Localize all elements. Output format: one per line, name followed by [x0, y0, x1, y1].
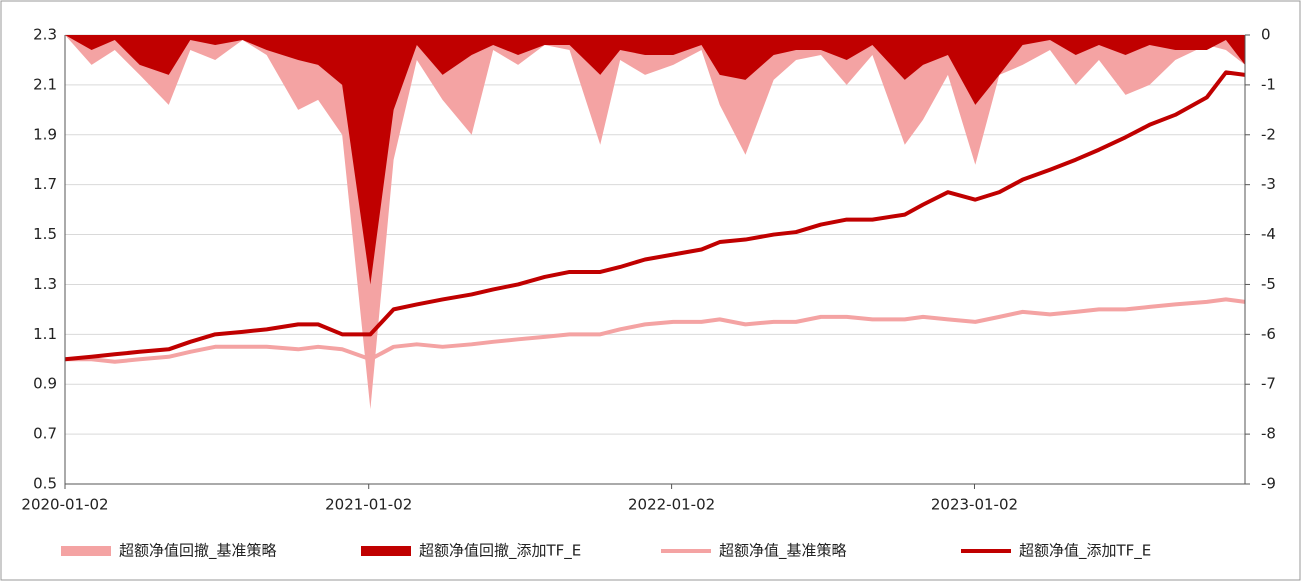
y-tick-label: 0.7: [33, 425, 57, 443]
x-tick-label: 2021-01-02: [325, 496, 412, 514]
y-tick-label: 1.7: [33, 175, 57, 193]
legend-label: 超额净值回撤_基准策略: [119, 542, 277, 561]
y2-tick-label: -7: [1261, 375, 1276, 393]
y-tick-label: 2.1: [33, 75, 57, 93]
y2-tick-label: -8: [1261, 425, 1276, 443]
y-tick-label: 1.1: [33, 325, 57, 343]
y2-tick-label: -3: [1261, 175, 1276, 193]
y2-tick-label: -1: [1261, 75, 1276, 93]
y2-tick-label: -2: [1261, 125, 1276, 143]
drawdown-area: [65, 35, 1245, 285]
y-tick-label: 1.5: [33, 225, 57, 243]
legend-label: 超额净值_基准策略: [719, 542, 847, 561]
y2-tick-label: 0: [1261, 26, 1271, 44]
legend-swatch: [61, 546, 111, 556]
y2-tick-label: -9: [1261, 475, 1276, 493]
y-tick-label: 0.9: [33, 375, 57, 393]
legend-label: 超额净值回撤_添加TF_E: [419, 542, 581, 561]
y2-tick-label: -5: [1261, 275, 1276, 293]
y-tick-label: 1.3: [33, 275, 57, 293]
y-tick-label: 1.9: [33, 125, 57, 143]
y2-tick-label: -4: [1261, 225, 1276, 243]
x-tick-label: 2020-01-02: [21, 496, 108, 514]
y-tick-label: 0.5: [33, 475, 57, 493]
x-tick-label: 2022-01-02: [628, 496, 715, 514]
y-tick-label: 2.3: [33, 26, 57, 44]
excess-nav-line: [64, 70, 1246, 362]
excess-nav-line: [65, 297, 1246, 364]
legend-swatch: [361, 546, 411, 556]
legend-label: 超额净值_添加TF_E: [1019, 542, 1151, 561]
x-tick-label: 2023-01-02: [931, 496, 1018, 514]
y2-tick-label: -6: [1261, 325, 1276, 343]
